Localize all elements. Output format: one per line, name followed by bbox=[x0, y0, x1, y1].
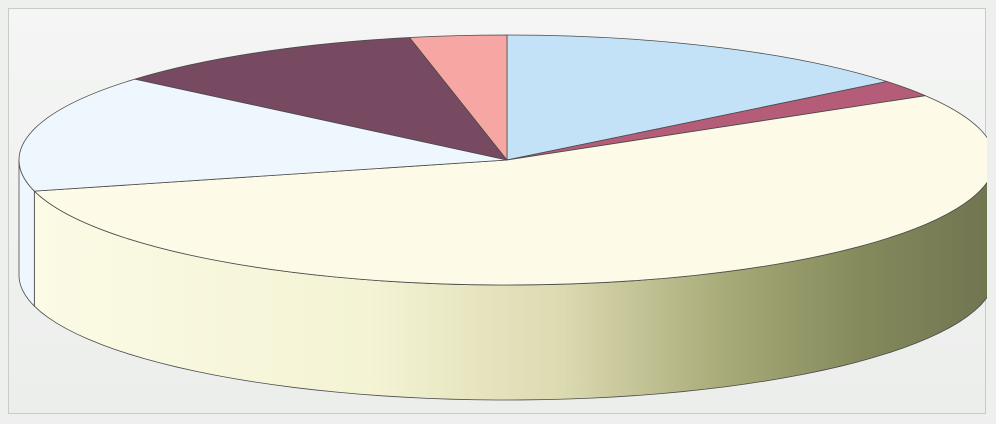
pie-slice-4 bbox=[18, 78, 508, 192]
pie-slice-5 bbox=[134, 37, 508, 161]
pie-slice-3 bbox=[33, 95, 987, 286]
chart-frame bbox=[8, 8, 987, 414]
pie-slice-1 bbox=[506, 34, 888, 161]
pie-slice-6 bbox=[409, 34, 508, 161]
pie-chart bbox=[18, 34, 987, 401]
